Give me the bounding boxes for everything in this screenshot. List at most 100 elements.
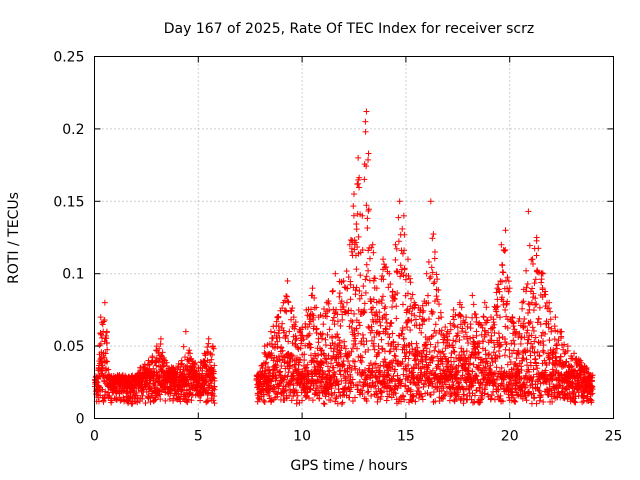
- roti-point: [376, 349, 383, 356]
- roti-point: [267, 328, 274, 335]
- roti-point: [346, 394, 353, 401]
- x-axis-title: GPS time / hours: [290, 458, 407, 474]
- roti-point: [307, 306, 314, 313]
- y-axis-title: ROTI / TECUs: [6, 192, 22, 284]
- roti-point: [283, 332, 290, 339]
- roti-point: [530, 307, 537, 314]
- roti-point: [304, 389, 311, 396]
- roti-point: [407, 279, 414, 286]
- roti-point: [309, 397, 316, 404]
- roti-point: [431, 255, 438, 262]
- roti-point: [306, 330, 313, 337]
- roti-point: [284, 298, 291, 305]
- roti-point: [416, 325, 423, 332]
- roti-point: [103, 335, 110, 342]
- roti-point: [353, 239, 360, 246]
- roti-point: [283, 293, 290, 300]
- roti-point: [352, 365, 359, 372]
- roti-point: [399, 301, 406, 308]
- roti-point: [533, 237, 540, 244]
- roti-point: [185, 396, 192, 403]
- roti-point: [211, 393, 218, 400]
- roti-point: [431, 278, 438, 285]
- roti-point: [339, 316, 346, 323]
- roti-point: [349, 398, 356, 405]
- roti-point: [319, 330, 326, 337]
- roti-point: [329, 287, 336, 294]
- roti-point: [352, 394, 359, 401]
- roti-point: [363, 273, 370, 280]
- roti-point: [273, 318, 280, 325]
- roti-point: [305, 367, 312, 374]
- roti-point: [336, 389, 343, 396]
- roti-point: [356, 174, 363, 181]
- roti-point: [333, 394, 340, 401]
- roti-point: [320, 400, 327, 407]
- roti-point: [268, 397, 275, 404]
- roti-point: [153, 362, 160, 369]
- roti-point: [362, 118, 369, 125]
- roti-point: [298, 340, 305, 347]
- roti-point: [365, 247, 372, 254]
- roti-point: [380, 256, 387, 263]
- roti-point: [264, 342, 271, 349]
- roti-point: [469, 399, 476, 406]
- roti-point: [157, 340, 164, 347]
- roti-point: [404, 256, 411, 263]
- roti-point: [535, 245, 542, 252]
- roti-point: [307, 386, 314, 393]
- roti-point: [364, 389, 371, 396]
- roti-point: [531, 356, 538, 363]
- roti-point: [432, 321, 439, 328]
- roti-point: [295, 371, 302, 378]
- roti-point: [211, 377, 218, 384]
- roti-point: [275, 313, 282, 320]
- chart-title: Day 167 of 2025, Rate Of TEC Index for r…: [164, 21, 534, 37]
- roti-point: [533, 400, 540, 407]
- roti-point: [341, 342, 348, 349]
- roti-point: [322, 355, 329, 362]
- roti-point: [306, 321, 313, 328]
- roti-point: [348, 367, 355, 374]
- roti-point: [352, 335, 359, 342]
- roti-point: [392, 241, 399, 248]
- roti-point: [205, 340, 212, 347]
- roti-point: [356, 378, 363, 385]
- roti-point: [397, 273, 404, 280]
- roti-point: [99, 364, 106, 371]
- roti-point: [291, 361, 298, 368]
- roti-point: [322, 336, 329, 343]
- roti-point: [399, 225, 406, 232]
- roti-point: [151, 397, 158, 404]
- roti-point: [535, 315, 542, 322]
- roti-point: [368, 384, 375, 391]
- roti-point: [533, 301, 540, 308]
- roti-point: [557, 353, 564, 360]
- roti-point: [306, 395, 313, 402]
- roti-point: [372, 275, 379, 282]
- roti-point: [389, 330, 396, 337]
- roti-point: [303, 333, 310, 340]
- roti-point: [365, 206, 372, 213]
- roti-point: [430, 280, 437, 287]
- roti-point: [202, 352, 209, 359]
- roti-point: [502, 227, 509, 234]
- roti-point: [271, 329, 278, 336]
- roti-point: [362, 276, 369, 283]
- roti-point: [296, 359, 303, 366]
- roti-point: [327, 397, 334, 404]
- roti-point: [208, 356, 215, 363]
- roti-point: [261, 398, 268, 405]
- roti-point: [105, 366, 112, 373]
- roti-point: [359, 246, 366, 253]
- roti-point: [288, 397, 295, 404]
- roti-point: [371, 312, 378, 319]
- roti-point: [289, 340, 296, 347]
- roti-point: [361, 176, 368, 183]
- roti-point: [361, 307, 368, 314]
- roti-point: [355, 330, 362, 337]
- roti-point: [472, 311, 479, 318]
- roti-point: [179, 360, 186, 367]
- roti-point: [100, 328, 107, 335]
